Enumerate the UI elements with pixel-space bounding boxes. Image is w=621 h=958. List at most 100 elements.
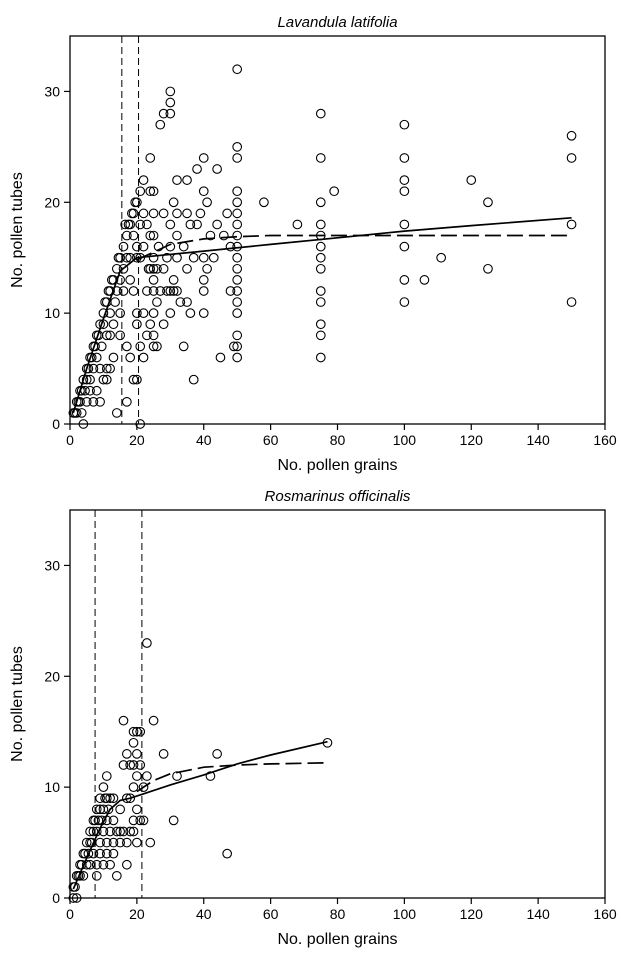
fit-curve-solid bbox=[72, 216, 572, 414]
data-point bbox=[111, 870, 122, 881]
data-point bbox=[315, 219, 326, 230]
fit-curve-dashed bbox=[136, 234, 572, 261]
data-point bbox=[483, 197, 493, 208]
data-point bbox=[198, 275, 209, 285]
data-point bbox=[138, 241, 149, 252]
data-point bbox=[399, 297, 410, 307]
data-point bbox=[148, 252, 159, 263]
x-tick-label: 160 bbox=[593, 906, 617, 922]
data-point bbox=[121, 837, 132, 848]
data-point bbox=[399, 175, 410, 185]
y-tick-label: 30 bbox=[44, 83, 60, 99]
data-point bbox=[232, 142, 243, 152]
data-point bbox=[208, 252, 219, 263]
data-point bbox=[182, 208, 192, 219]
data-point bbox=[205, 230, 216, 241]
data-point bbox=[172, 230, 182, 241]
data-point bbox=[78, 419, 89, 429]
chart-title: Lavandula latifolia bbox=[277, 14, 397, 31]
data-point bbox=[81, 396, 92, 407]
data-point bbox=[125, 275, 136, 285]
y-tick-label: 0 bbox=[52, 890, 60, 906]
data-point bbox=[155, 119, 166, 130]
data-point bbox=[132, 241, 142, 252]
data-point bbox=[225, 241, 236, 252]
data-point bbox=[168, 286, 179, 296]
data-point bbox=[138, 782, 149, 792]
data-point bbox=[115, 308, 126, 318]
data-point bbox=[145, 263, 156, 274]
data-point bbox=[95, 848, 105, 859]
data-point bbox=[128, 737, 139, 748]
data-point bbox=[165, 108, 176, 119]
data-point bbox=[148, 308, 159, 318]
data-point bbox=[128, 286, 139, 296]
data-point bbox=[95, 363, 105, 374]
data-point bbox=[91, 804, 102, 815]
x-tick-label: 60 bbox=[263, 432, 279, 448]
data-point bbox=[81, 374, 92, 385]
x-axis-label: No. pollen grains bbox=[277, 457, 397, 474]
fit-curve-dashed bbox=[136, 761, 328, 793]
data-point bbox=[232, 352, 243, 363]
data-point bbox=[315, 197, 326, 208]
data-point bbox=[135, 726, 146, 737]
x-tick-label: 80 bbox=[330, 432, 346, 448]
data-point bbox=[128, 374, 139, 385]
data-point bbox=[121, 859, 132, 870]
y-axis-label: No. pollen tubes bbox=[9, 646, 26, 762]
y-tick-label: 30 bbox=[44, 557, 60, 573]
data-point bbox=[399, 153, 410, 163]
data-point bbox=[172, 208, 182, 219]
data-point bbox=[138, 308, 149, 318]
plot-frame bbox=[69, 35, 606, 425]
data-point bbox=[182, 297, 192, 307]
data-point bbox=[105, 859, 115, 870]
x-tick-label: 100 bbox=[393, 906, 417, 922]
data-point bbox=[132, 374, 142, 385]
x-tick-label: 80 bbox=[330, 906, 346, 922]
y-tick-label: 20 bbox=[44, 194, 60, 210]
data-point bbox=[128, 230, 139, 241]
data-point bbox=[98, 374, 109, 385]
x-axis-label: No. pollen grains bbox=[277, 931, 397, 948]
data-point bbox=[148, 208, 159, 219]
data-point bbox=[399, 241, 410, 252]
data-point bbox=[153, 241, 164, 252]
data-point bbox=[125, 352, 136, 363]
data-point bbox=[135, 815, 146, 826]
data-point bbox=[148, 286, 159, 296]
x-tick-label: 20 bbox=[129, 432, 145, 448]
data-point bbox=[232, 64, 243, 75]
data-point bbox=[101, 771, 112, 781]
data-point bbox=[399, 186, 410, 197]
data-point bbox=[165, 308, 176, 318]
x-tick-label: 120 bbox=[460, 906, 484, 922]
data-point bbox=[259, 197, 269, 208]
data-point bbox=[91, 352, 102, 363]
data-point bbox=[152, 263, 162, 274]
data-point bbox=[152, 341, 162, 352]
data-point bbox=[142, 638, 152, 648]
data-point bbox=[155, 286, 166, 296]
data-point bbox=[125, 826, 136, 837]
data-point bbox=[566, 130, 577, 141]
data-point bbox=[88, 363, 99, 374]
data-point bbox=[115, 804, 126, 815]
data-point bbox=[98, 804, 109, 815]
data-point bbox=[566, 297, 577, 307]
data-point bbox=[118, 826, 129, 837]
data-point bbox=[315, 263, 326, 274]
data-point bbox=[232, 263, 243, 274]
data-point bbox=[132, 804, 142, 815]
data-point bbox=[566, 153, 577, 163]
x-tick-label: 20 bbox=[129, 906, 145, 922]
data-point bbox=[198, 186, 209, 197]
data-point bbox=[111, 408, 122, 418]
x-tick-label: 140 bbox=[526, 906, 550, 922]
data-point bbox=[135, 341, 146, 352]
data-point bbox=[315, 297, 326, 307]
data-point bbox=[145, 319, 156, 330]
data-point bbox=[158, 108, 169, 119]
x-tick-label: 140 bbox=[526, 432, 550, 448]
